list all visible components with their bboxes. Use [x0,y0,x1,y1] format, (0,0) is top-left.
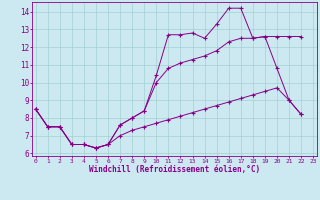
X-axis label: Windchill (Refroidissement éolien,°C): Windchill (Refroidissement éolien,°C) [89,165,260,174]
